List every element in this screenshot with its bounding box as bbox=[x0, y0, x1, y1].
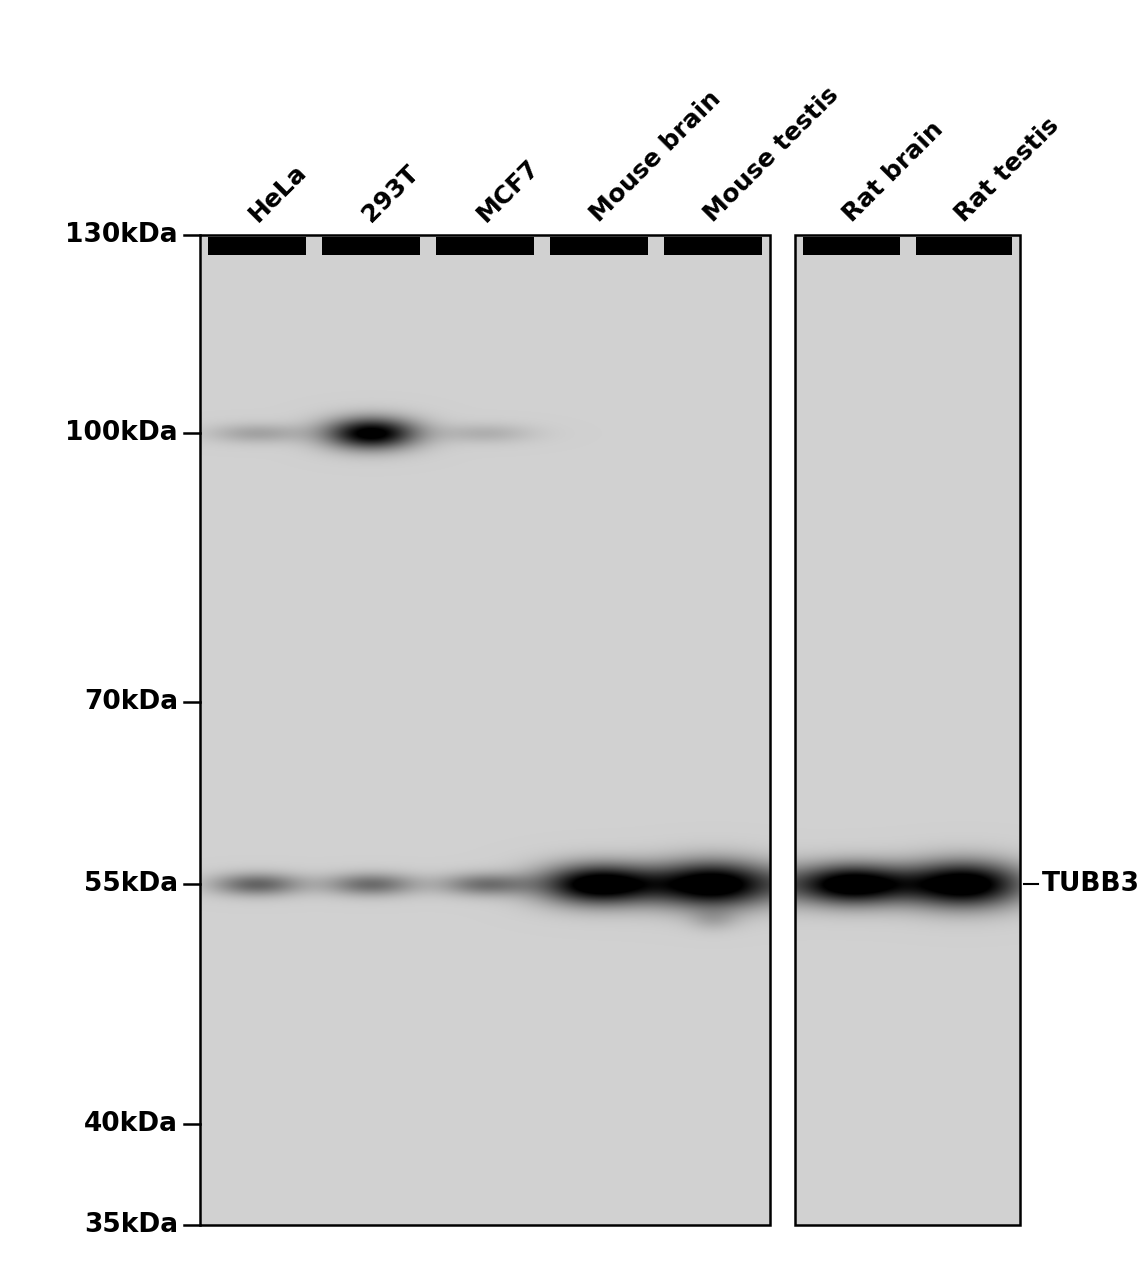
Text: 100kDa: 100kDa bbox=[65, 420, 178, 445]
Text: 40kDa: 40kDa bbox=[84, 1111, 178, 1137]
Text: Rat brain: Rat brain bbox=[838, 118, 948, 227]
Text: TUBB3: TUBB3 bbox=[1042, 870, 1140, 897]
Text: 130kDa: 130kDa bbox=[65, 221, 178, 248]
Bar bbox=[664, 237, 762, 255]
Bar bbox=[208, 237, 307, 255]
Text: MCF7: MCF7 bbox=[472, 155, 544, 227]
Bar bbox=[436, 237, 534, 255]
Text: 55kDa: 55kDa bbox=[84, 870, 178, 897]
Text: 293T: 293T bbox=[358, 161, 424, 227]
Bar bbox=[915, 237, 1013, 255]
Bar bbox=[200, 236, 770, 1225]
Text: Mouse testis: Mouse testis bbox=[700, 83, 844, 227]
Text: Rat testis: Rat testis bbox=[951, 114, 1064, 227]
Text: Mouse brain: Mouse brain bbox=[585, 87, 727, 227]
Bar bbox=[802, 237, 900, 255]
Bar bbox=[796, 236, 1021, 1225]
Text: 70kDa: 70kDa bbox=[84, 689, 178, 716]
Text: 35kDa: 35kDa bbox=[84, 1212, 178, 1238]
Bar bbox=[321, 237, 420, 255]
Text: HeLa: HeLa bbox=[245, 160, 311, 227]
Bar bbox=[550, 237, 647, 255]
